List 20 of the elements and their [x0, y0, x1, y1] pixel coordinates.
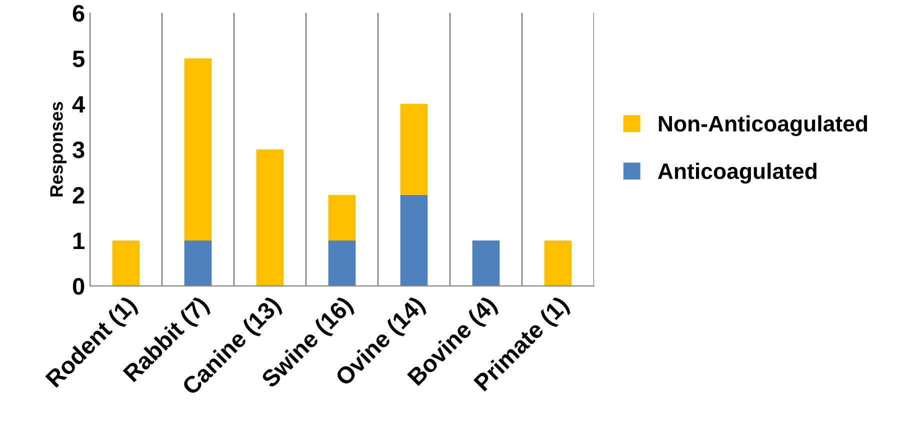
bar	[328, 194, 356, 240]
y-tick-label: 2	[72, 187, 84, 204]
legend-label: Non-Anticoagulated	[658, 115, 868, 136]
bar	[256, 149, 284, 286]
y-tick-label: 5	[72, 50, 84, 68]
bar	[544, 240, 572, 286]
y-tick-label: 1	[73, 232, 84, 249]
bar	[328, 240, 356, 286]
legend-label: Anticoagulated	[658, 162, 816, 184]
y-tick-label: 4	[72, 96, 86, 112]
y-tick-label: 3	[72, 141, 84, 158]
bar	[184, 240, 212, 286]
bar	[112, 240, 140, 286]
bar	[472, 240, 500, 286]
y-tick-label: 6	[72, 4, 84, 22]
bar	[400, 194, 428, 286]
bar	[400, 104, 428, 195]
y-tick-label: 0	[72, 278, 84, 295]
y-axis-title: Responses	[50, 102, 66, 196]
bar	[184, 58, 212, 240]
